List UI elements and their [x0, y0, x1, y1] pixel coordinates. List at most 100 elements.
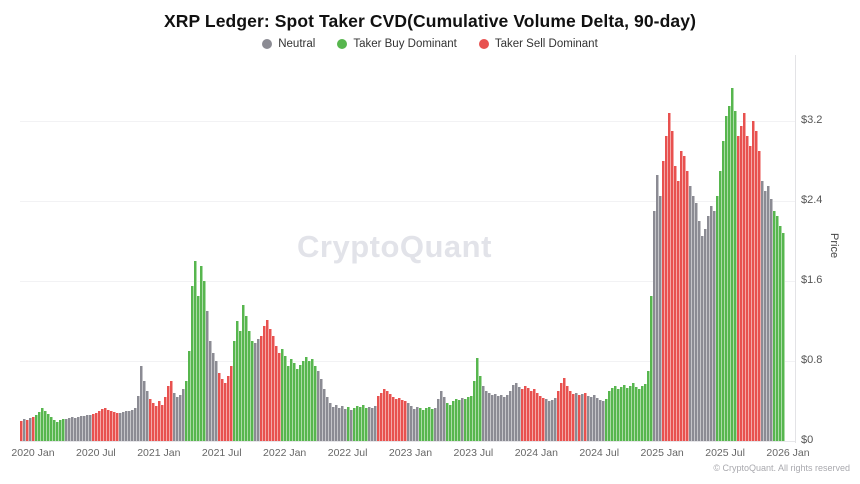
cvd-bar [671, 131, 674, 441]
cvd-bar [305, 357, 308, 441]
cvd-bar [527, 388, 530, 441]
x-tick-label: 2021 Jan [137, 447, 181, 459]
cvd-bar [719, 171, 722, 441]
cvd-bar [173, 393, 176, 441]
cvd-bar [665, 136, 668, 441]
cvd-bar [215, 361, 218, 441]
cvd-bar [503, 397, 506, 441]
cvd-bar [605, 399, 608, 441]
cvd-bar [20, 421, 23, 441]
cvd-bar [266, 320, 269, 441]
cvd-bar [398, 398, 401, 441]
chart-title: XRP Ledger: Spot Taker CVD(Cumulative Vo… [164, 11, 696, 31]
cvd-bar [233, 341, 236, 441]
cvd-bar [695, 203, 698, 441]
cvd-bar [659, 196, 662, 441]
cvd-bar [203, 281, 206, 441]
cvd-bar [581, 394, 584, 441]
cvd-bar [302, 361, 305, 441]
legend-item-taker-sell[interactable]: Taker Sell Dominant [478, 38, 598, 50]
cvd-bar [500, 395, 503, 441]
cvd-bar [725, 116, 728, 441]
cvd-bar [518, 387, 521, 441]
cvd-bar [197, 296, 200, 441]
sell-dot-icon [478, 39, 489, 49]
cvd-bar [179, 395, 182, 441]
cvd-bar [158, 401, 161, 441]
cvd-bar [344, 409, 347, 441]
cvd-bar [77, 417, 80, 441]
cvd-bar [401, 400, 404, 441]
cvd-bar [362, 405, 365, 441]
cvd-bar [467, 397, 470, 441]
cvd-bar [653, 211, 656, 441]
cvd-bar [782, 233, 785, 441]
cvd-bar [53, 420, 56, 441]
cvd-bar [689, 186, 692, 441]
cryptoquant-watermark: CryptoQuant [297, 229, 492, 264]
legend-item-taker-buy[interactable]: Taker Buy Dominant [337, 38, 457, 50]
cvd-bar [437, 399, 440, 441]
cvd-bar [533, 389, 536, 441]
cvd-bar [749, 146, 752, 441]
cvd-bar [281, 349, 284, 441]
cvd-bar [710, 206, 713, 441]
cvd-bar [572, 394, 575, 441]
cvd-bar [584, 393, 587, 441]
cvd-bar [152, 403, 155, 441]
cvd-bar [728, 106, 731, 441]
cvd-bar [668, 113, 671, 441]
cvd-bar [554, 398, 557, 441]
cvd-bar [434, 408, 437, 441]
cvd-bar [488, 393, 491, 441]
cvd-bar [218, 373, 221, 441]
cvd-bar [608, 391, 611, 441]
cvd-bar [560, 383, 563, 441]
cvd-bar [698, 221, 701, 441]
cvd-bar [200, 266, 203, 441]
cvd-bar [149, 399, 152, 441]
cvd-bar [497, 396, 500, 441]
cvd-bar [71, 417, 74, 441]
x-tick-label: 2023 Jan [388, 447, 433, 459]
plot-area[interactable] [20, 58, 785, 441]
cvd-bar [353, 408, 356, 441]
legend-item-neutral[interactable]: Neutral [262, 38, 315, 50]
cvd-bar [446, 403, 449, 441]
cvd-bar [755, 131, 758, 441]
cvd-bar [191, 286, 194, 441]
cvd-bar [116, 413, 119, 441]
cvd-bar [314, 366, 317, 441]
cvd-bar [167, 386, 170, 441]
cvd-bar [254, 343, 257, 441]
cvd-bar [770, 199, 773, 441]
x-tick-label: 2025 Jan [640, 447, 684, 459]
cvd-bar [119, 413, 122, 441]
cvd-bar [680, 151, 683, 441]
cvd-bar [701, 236, 704, 441]
cvd-bar [566, 386, 569, 441]
cvd-bar [734, 111, 737, 441]
gridline [20, 281, 795, 282]
cvd-bar [452, 401, 455, 441]
cvd-bar [125, 411, 128, 441]
cvd-bar [308, 361, 311, 441]
cvd-bar [44, 411, 47, 441]
cvd-bar [155, 406, 158, 441]
cvd-bar [740, 126, 743, 441]
cvd-bar [329, 403, 332, 441]
y-axis-line [795, 55, 796, 443]
cvd-bar [620, 387, 623, 441]
cvd-bar [779, 226, 782, 441]
y-axis-title: Price [828, 233, 840, 259]
copyright-notice: © CryptoQuant. All rights reserved [713, 463, 850, 473]
cvd-bar [311, 359, 314, 441]
cvd-bar [674, 166, 677, 441]
cvd-bar [491, 395, 494, 441]
cvd-bar [230, 366, 233, 441]
cvd-bar [323, 389, 326, 441]
cvd-bar [623, 385, 626, 441]
cvd-bar [236, 321, 239, 441]
cvd-bar [242, 305, 245, 441]
cvd-bar [470, 396, 473, 441]
